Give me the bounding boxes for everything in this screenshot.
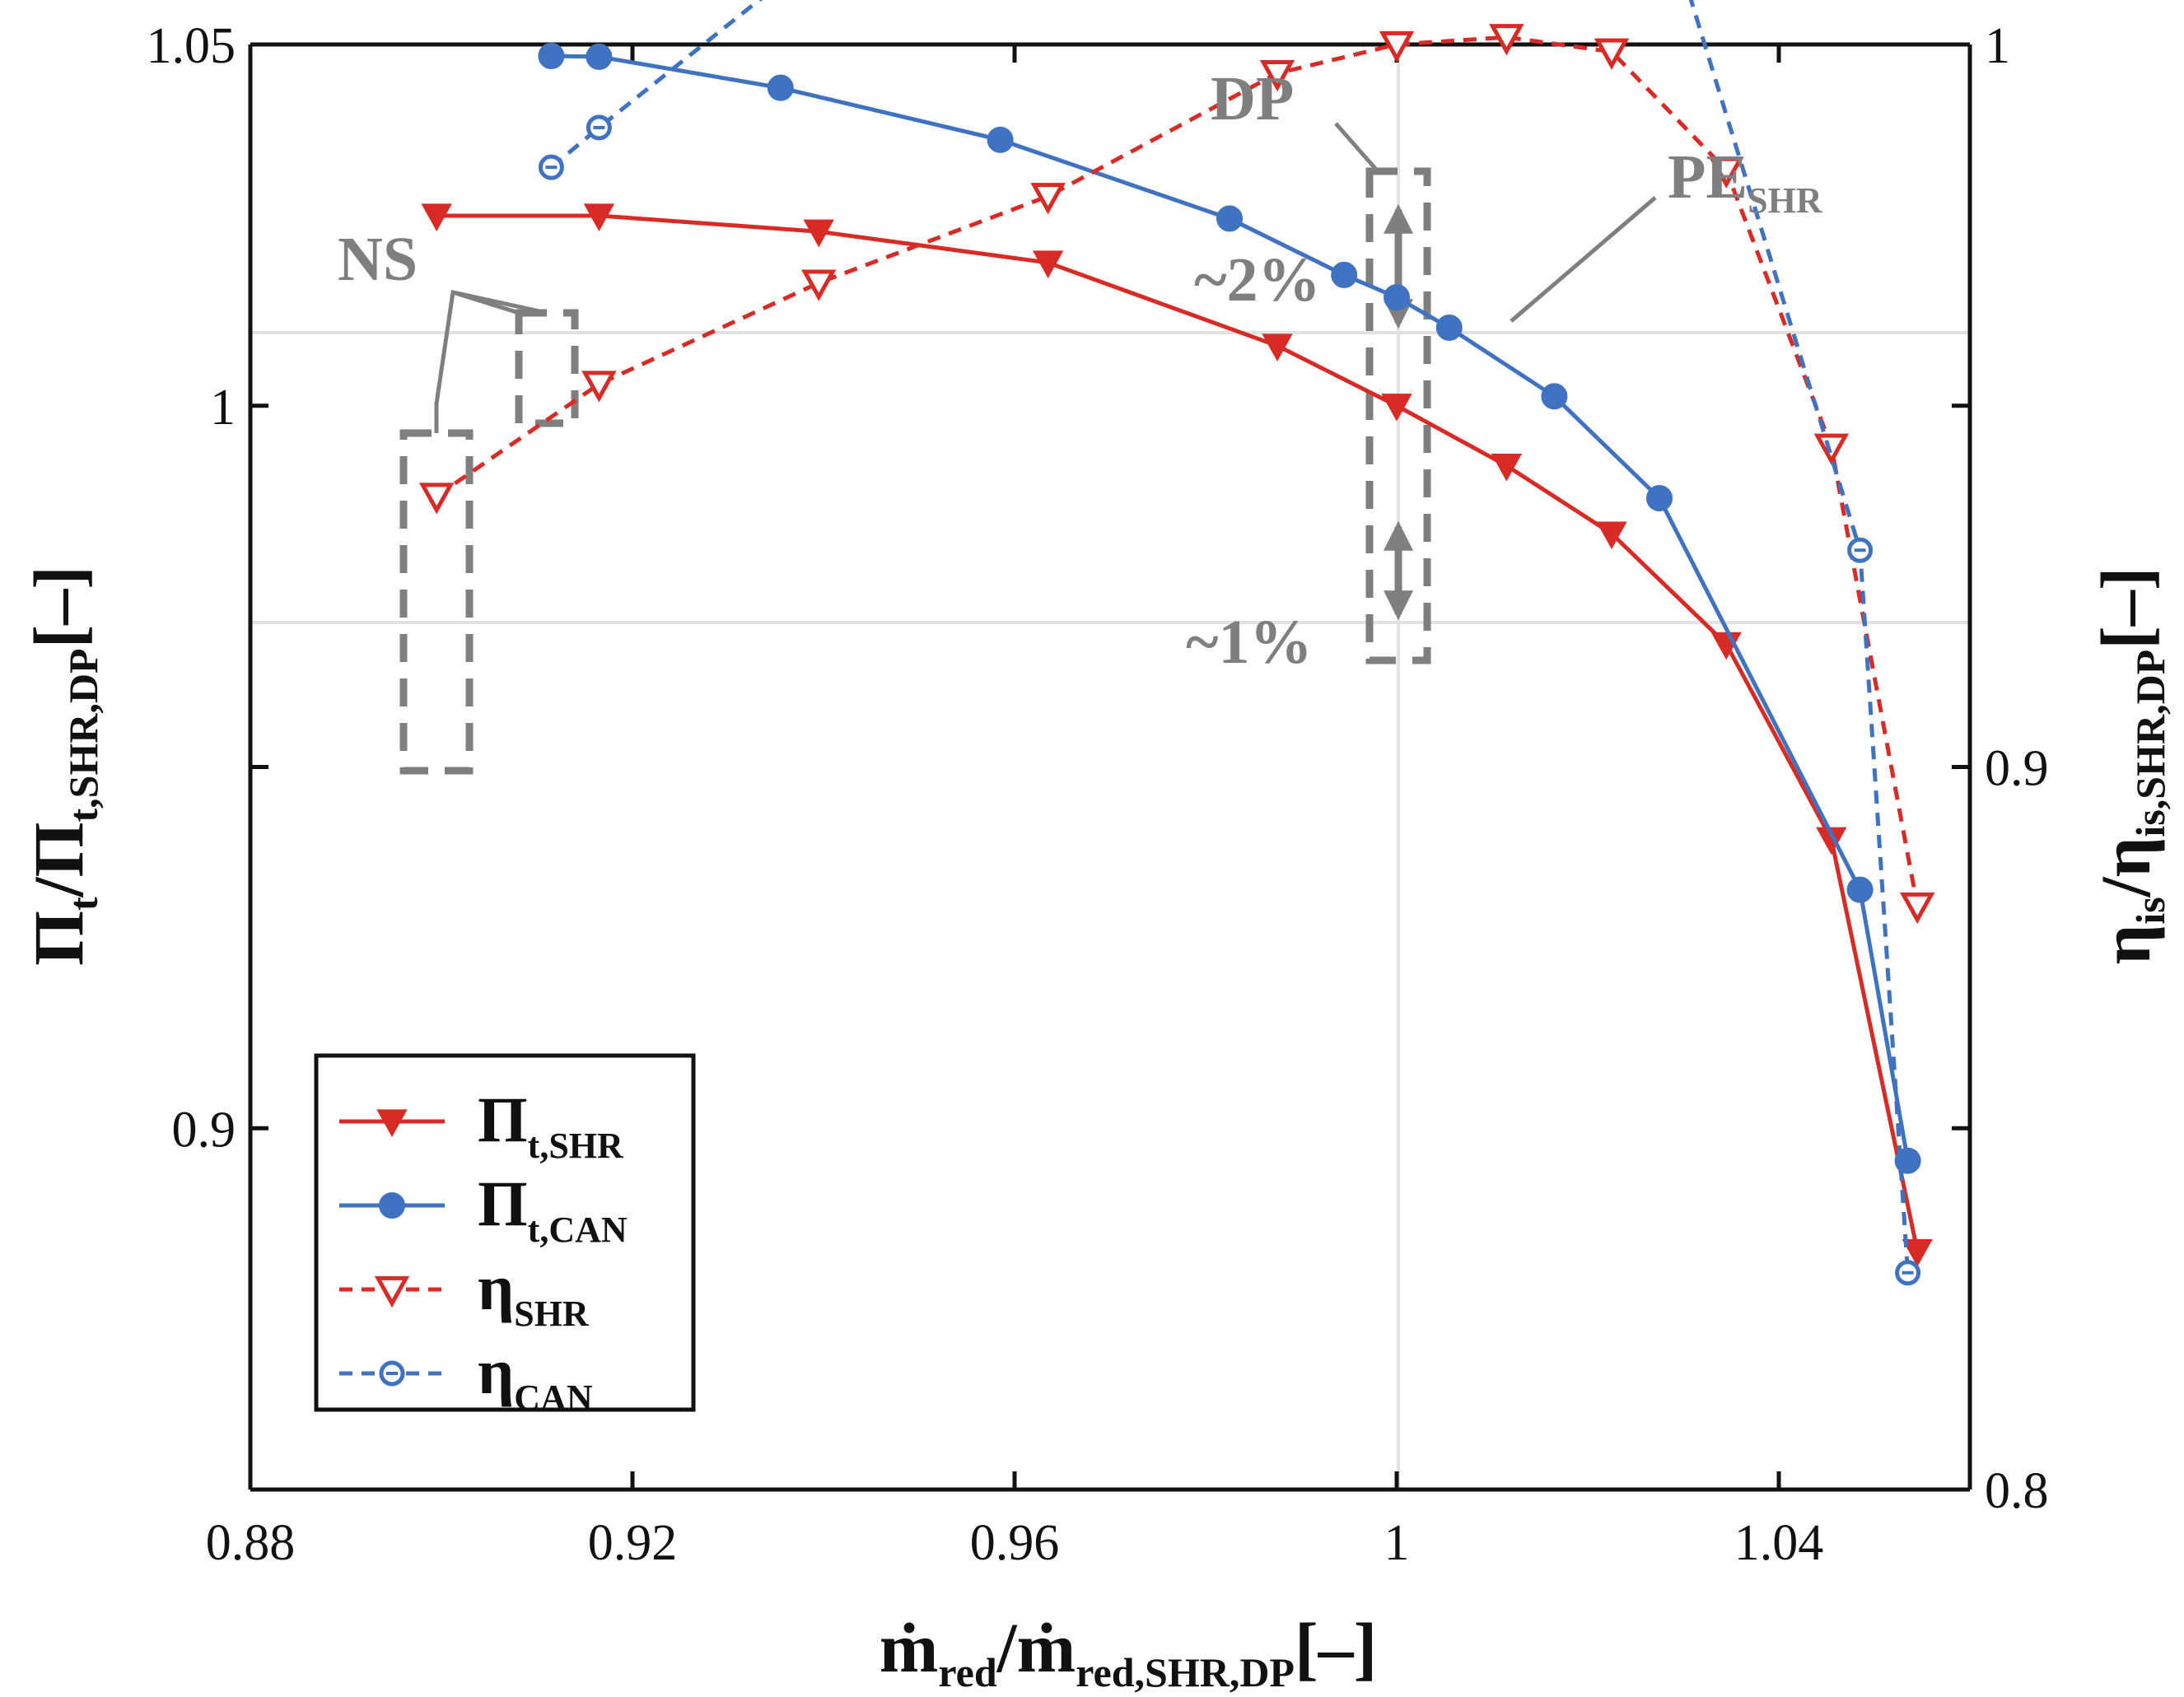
y-left-axis-title: Πt/Πt,SHR,DP[–] xyxy=(19,566,106,966)
data-point xyxy=(1381,394,1412,422)
legend-label: Πt,CAN xyxy=(478,1168,628,1250)
data-point xyxy=(1435,314,1463,341)
series-t-can-left xyxy=(538,43,1921,1174)
annotation-texts: NS DP PESHR ~2% ~1% xyxy=(338,64,1823,677)
delta-pi-label: ~1% xyxy=(1186,608,1313,677)
data-point xyxy=(1379,30,1415,63)
dp-box xyxy=(1365,167,1431,664)
data-point xyxy=(1489,24,1524,56)
data-point xyxy=(1030,183,1066,215)
data-point xyxy=(1541,383,1568,410)
data-point xyxy=(418,483,455,515)
series-line xyxy=(549,0,1911,1273)
data-point xyxy=(1262,333,1293,361)
series-shr-right xyxy=(418,24,1935,925)
y-left-tick-label: 1.05 xyxy=(147,18,236,74)
data-point xyxy=(767,74,794,101)
data-point xyxy=(1813,433,1850,465)
legend-label: Πt,SHR xyxy=(478,1084,624,1166)
pe-label-sub: SHR xyxy=(1748,180,1823,221)
x-tick-label: 0.96 xyxy=(970,1515,1060,1571)
data-point xyxy=(1902,1238,1933,1267)
data-point xyxy=(1216,205,1243,232)
series-layer xyxy=(418,0,1935,1286)
pe-leader xyxy=(1510,196,1657,323)
y-left-tick-label: 1 xyxy=(210,380,236,436)
y-right-tick-label: 1 xyxy=(1985,18,2010,74)
ns-leader xyxy=(434,289,548,433)
legend-item: ηCAN xyxy=(339,1336,593,1418)
data-point xyxy=(1646,485,1673,512)
data-point xyxy=(1032,250,1064,279)
ns-label: NS xyxy=(338,225,418,294)
series-line xyxy=(551,54,1911,1162)
data-point xyxy=(1899,892,1935,925)
legend-box xyxy=(314,1053,696,1412)
annotation-leaders xyxy=(434,122,1657,433)
data-point xyxy=(800,269,837,301)
y-right-axis-title: ηis/ηis,SHR,DP[–] xyxy=(2086,566,2173,964)
data-point xyxy=(581,371,617,403)
y-right-tick-label: 0.8 xyxy=(1985,1463,2049,1519)
data-point xyxy=(987,126,1014,153)
data-point xyxy=(1816,827,1847,855)
legend-marker xyxy=(376,1109,408,1138)
legend-label: ηCAN xyxy=(478,1336,593,1418)
legend-item: ηSHR xyxy=(339,1252,590,1334)
legend-label: ηSHR xyxy=(478,1252,590,1334)
data-point xyxy=(1384,284,1410,311)
y-left-tick-label: 0.9 xyxy=(172,1102,236,1158)
x-tick-label: 0.88 xyxy=(206,1515,296,1571)
data-point xyxy=(421,203,452,232)
x-tick-label: 1 xyxy=(1384,1515,1410,1571)
x-tick-label: 0.92 xyxy=(588,1515,678,1571)
series-can-right xyxy=(538,0,1921,1286)
pe-label: PESHR xyxy=(1668,142,1823,221)
dp-leader xyxy=(1334,122,1379,173)
x-axis-title: ṁred/ṁred,SHR,DP[–] xyxy=(880,1608,1378,1695)
x-tick-label: 1.04 xyxy=(1734,1515,1824,1571)
data-point xyxy=(803,219,834,248)
legend-marker xyxy=(374,1275,410,1308)
ns-box-left xyxy=(399,429,474,775)
data-point xyxy=(583,203,615,232)
delta-eta-label: ~2% xyxy=(1194,245,1321,315)
series-line xyxy=(435,35,1920,907)
data-point xyxy=(586,43,613,70)
y-right-tick-label: 0.9 xyxy=(1985,741,2049,797)
legend-item: Πt,CAN xyxy=(339,1168,628,1250)
ticks: 0.88 0.92 0.96 1 1.04 0.9 1 1.05 0.8 0.9 1 xyxy=(147,18,2049,1571)
data-point xyxy=(1708,156,1744,189)
ns-leader-top xyxy=(452,290,520,315)
data-point xyxy=(1331,261,1358,288)
data-point xyxy=(1596,521,1627,550)
data-point xyxy=(538,43,565,70)
dp-label: DP xyxy=(1211,64,1294,133)
legend-marker xyxy=(379,1192,405,1219)
data-point xyxy=(1491,453,1523,482)
data-point xyxy=(1846,876,1874,903)
legend-item: Πt,SHR xyxy=(339,1084,624,1166)
data-point xyxy=(1594,38,1630,70)
data-point xyxy=(1259,60,1295,92)
